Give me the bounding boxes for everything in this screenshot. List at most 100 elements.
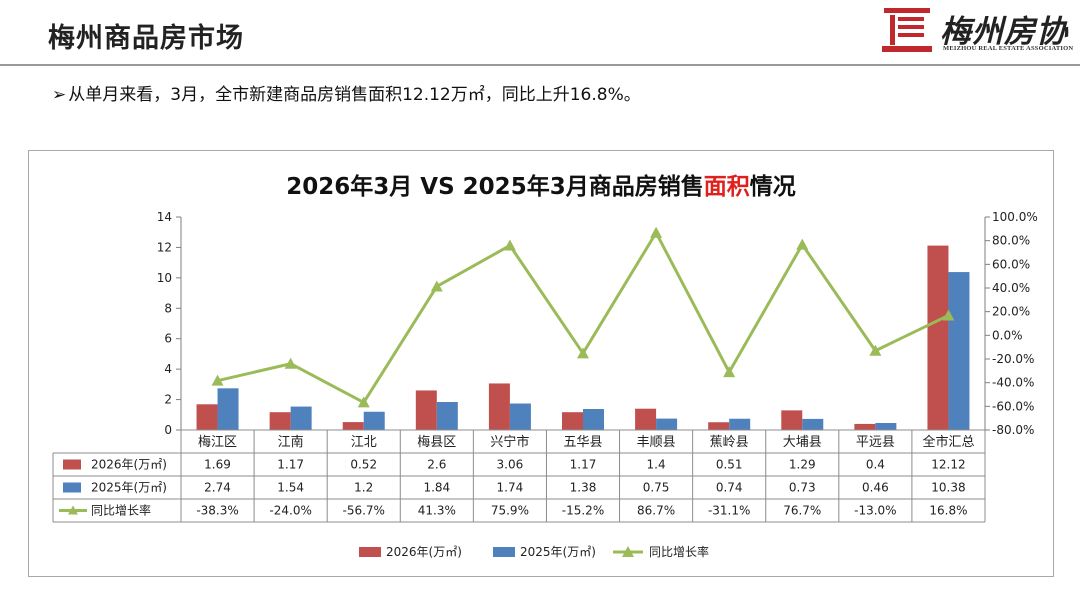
growth-rate-point [796, 238, 809, 250]
table-cell-value: 10.38 [931, 481, 965, 495]
table-cell-value: -31.1% [708, 504, 750, 518]
legend-key-2026 [359, 547, 381, 557]
logo: 梅州房协 MEIZHOU REAL ESTATE ASSOCIATION [880, 4, 1075, 60]
table-row-header: 2025年(万㎡) [91, 481, 167, 495]
x-category-label: 江北 [351, 435, 377, 450]
table-cell-value: 0.75 [643, 481, 670, 495]
table-legend-key-marker [68, 505, 78, 515]
y-right-tick-label: 20.0% [992, 305, 1030, 319]
bar-2025 [583, 409, 604, 430]
table-cell-value: 0.4 [866, 458, 885, 472]
bar-2026 [781, 410, 803, 430]
y-left-tick-label: 10 [157, 271, 172, 285]
x-category-label: 平远县 [856, 435, 895, 450]
logo-text: 梅州房协 [940, 14, 1068, 50]
table-cell-value: 41.3% [418, 504, 456, 518]
growth-rate-line [217, 231, 950, 404]
legend-label-2026: 2026年(万㎡) [386, 545, 462, 559]
table-cell-value: 1.74 [497, 481, 524, 495]
table-cell-value: 12.12 [931, 458, 965, 472]
table-legend-key [63, 482, 81, 493]
table-cell-value: 2.74 [204, 481, 231, 495]
table-cell-value: 16.8% [929, 504, 967, 518]
bar-2025 [436, 402, 458, 430]
table-cell-value: 75.9% [491, 504, 529, 518]
growth-rate-point [211, 374, 224, 386]
bar-2025 [948, 272, 970, 430]
y-right-tick-label: -60.0% [992, 399, 1034, 413]
table-cell-value: 1.2 [354, 481, 373, 495]
bar-2026 [708, 422, 730, 430]
growth-rate-point [577, 347, 589, 359]
table-cell-value: 0.73 [789, 481, 816, 495]
x-category-label: 兴宁市 [490, 434, 529, 450]
legend-label-growth: 同比增长率 [649, 544, 709, 559]
table-cell-value: 1.54 [277, 481, 304, 495]
y-left-tick-label: 12 [157, 240, 172, 254]
bar-2025 [875, 423, 897, 430]
table-cell-value: 86.7% [637, 504, 675, 518]
table-cell-value: 2.6 [427, 458, 446, 472]
table-cell-value: 1.84 [423, 481, 450, 495]
x-category-label: 梅江区 [198, 435, 237, 450]
table-cell-value: 0.46 [862, 481, 889, 495]
y-right-tick-label: -20.0% [992, 352, 1034, 366]
bar-2026 [854, 423, 876, 430]
x-category-label: 大埔县 [783, 435, 822, 450]
summary-text: 从单月来看，3月，全市新建商品房销售面积12.12万㎡，同比上升16.8%。 [68, 85, 641, 105]
logo-mark-icon [882, 8, 932, 52]
bar-2026 [196, 404, 218, 430]
table-cell-value: -38.3% [196, 504, 238, 518]
table-cell-value: -24.0% [269, 504, 311, 518]
growth-rate-point [284, 357, 297, 369]
summary-bullet: ➢ 从单月来看，3月，全市新建商品房销售面积12.12万㎡，同比上升16.8%。 [52, 80, 641, 105]
growth-rate-point [723, 366, 736, 378]
title-divider [0, 64, 1080, 66]
bar-2026 [269, 412, 291, 430]
chart-frame: 2026年3月 VS 2025年3月商品房销售面积情况 0 2 4 6 8 10 12 14 -… [28, 150, 1054, 577]
growth-rate-point [430, 280, 443, 292]
bar-2026 [415, 390, 437, 430]
page-title: 梅州商品房市场 [48, 23, 244, 54]
bar-2025 [656, 418, 678, 430]
table-cell-value: 1.17 [277, 458, 304, 472]
x-category-label: 五华县 [563, 435, 602, 450]
y-left-tick-label: 14 [157, 210, 172, 224]
growth-rate-point [942, 309, 955, 321]
y-left-tick-label: 6 [164, 332, 172, 346]
y-right-tick-label: 40.0% [992, 281, 1030, 295]
bar-2025 [290, 406, 312, 430]
bar-2026 [927, 245, 949, 430]
table-cell-value: 1.69 [204, 458, 231, 472]
x-category-label: 丰顺县 [637, 435, 676, 450]
table-cell-value: 1.38 [570, 481, 597, 495]
bar-2026 [488, 383, 510, 430]
y-left-tick-label: 0 [164, 423, 172, 437]
y-left-tick-label: 8 [164, 301, 172, 315]
x-category-label: 全市汇总 [922, 434, 974, 450]
logo-subtext: MEIZHOU REAL ESTATE ASSOCIATION [943, 45, 1074, 52]
x-category-label: 梅县区 [417, 435, 456, 450]
bar-2025 [217, 388, 239, 430]
bar-2025 [363, 411, 385, 430]
y-left-tick-label: 4 [164, 362, 172, 376]
legend-key-2025 [493, 547, 515, 557]
y-right-tick-label: -80.0% [992, 423, 1034, 437]
growth-rate-point [357, 396, 370, 408]
y-right-tick-label: -40.0% [992, 376, 1034, 390]
bar-2025 [729, 418, 751, 430]
chart-title-prefix: 2026年3月 VS 2025年3月商品房销售 [286, 174, 704, 200]
growth-rate-point [650, 226, 663, 238]
growth-rate-point [869, 344, 882, 356]
y-right-tick-label: 0.0% [992, 328, 1023, 342]
bar-2025 [509, 403, 531, 430]
legend-label-2025: 2025年(万㎡) [520, 545, 596, 559]
x-category-label: 江南 [278, 434, 304, 450]
growth-rate-point [503, 239, 516, 251]
table-cell-value: 76.7% [783, 504, 821, 518]
bar-2026 [562, 412, 583, 430]
x-category-label: 蕉岭县 [710, 435, 749, 450]
combo-chart: 0 2 4 6 8 10 12 14 -80.0% -60.0% -40.0% -20.0% 0.0% 2… [52, 210, 1038, 559]
table-cell-value: 0.74 [716, 481, 743, 495]
chart-title-suffix: 情况 [749, 174, 796, 200]
